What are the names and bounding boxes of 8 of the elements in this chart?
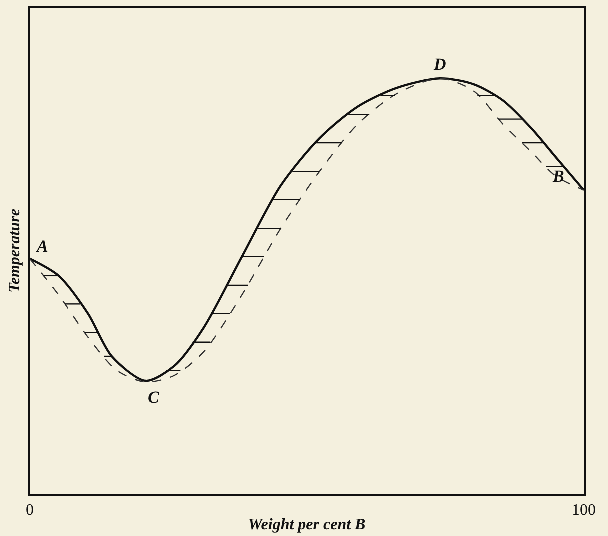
x-tick-label: 0: [26, 502, 34, 520]
x-axis-title: Weight per cent B: [248, 516, 366, 534]
annotation: B: [552, 167, 564, 186]
x-tick-label: 100: [572, 502, 596, 520]
annotation: D: [433, 55, 446, 74]
annotation: A: [36, 237, 48, 256]
y-axis-title: Temperature: [6, 209, 24, 293]
annotation: C: [148, 388, 160, 407]
